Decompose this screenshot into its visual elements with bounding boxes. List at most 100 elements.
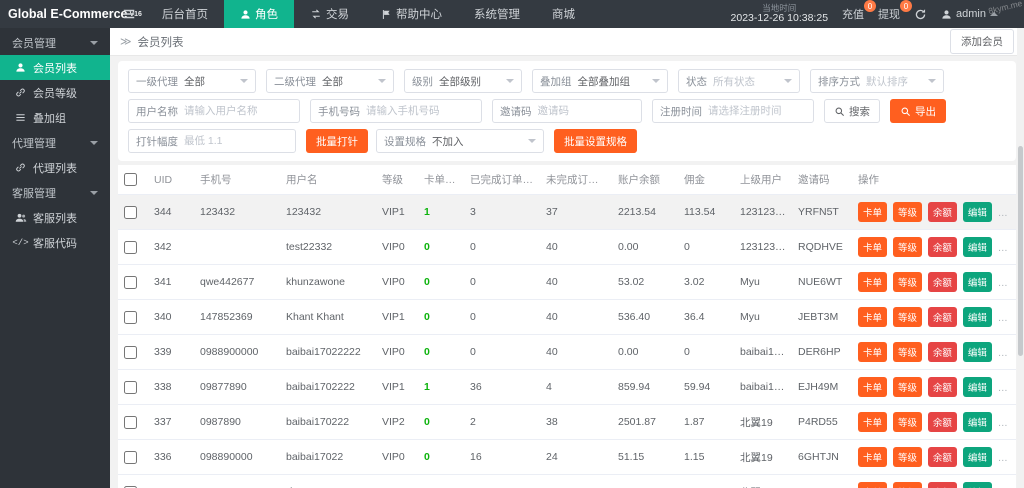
scrollbar[interactable] (1017, 28, 1024, 488)
cell-balance: 2501.87 (612, 404, 678, 440)
rule-select[interactable]: 设置规格 不加入 (376, 129, 544, 153)
sidebar-item-support-list[interactable]: 客服列表 (0, 205, 110, 230)
row-checkbox[interactable] (124, 450, 137, 464)
select-all-checkbox[interactable] (124, 173, 137, 186)
balance-button[interactable]: 余额 (927, 412, 957, 432)
nav-item-mall[interactable]: 商城 (552, 9, 575, 21)
filter-status[interactable]: 状态 所有状态 (678, 69, 800, 93)
row-checkbox[interactable] (124, 345, 137, 359)
menu-toggle-icon[interactable] (112, 0, 146, 28)
level-button[interactable]: 等级 (892, 342, 922, 362)
more-actions[interactable]: … (997, 313, 1008, 324)
card-order-button[interactable]: 卡单 (858, 342, 888, 362)
sidebar-group-agents[interactable]: 代理管理 (0, 130, 110, 155)
export-button[interactable]: 导出 (890, 99, 946, 123)
balance-button[interactable]: 余额 (927, 202, 957, 222)
withdraw-link[interactable]: 提现 0 (878, 0, 913, 22)
nav-item-help-center[interactable]: 帮助中心 (365, 0, 458, 28)
edit-button[interactable]: 编辑 (962, 482, 992, 488)
level-button[interactable]: 等级 (892, 202, 922, 222)
injection-range-input[interactable] (184, 135, 288, 147)
nav-item-system[interactable]: 系统管理 (474, 9, 520, 21)
row-checkbox[interactable] (124, 485, 137, 488)
edit-button[interactable]: 编辑 (962, 412, 992, 432)
edit-button[interactable]: 编辑 (962, 447, 992, 467)
edit-button[interactable]: 编辑 (962, 272, 992, 292)
balance-button[interactable]: 余额 (927, 482, 957, 488)
sidebar-item-member-list[interactable]: 会员列表 (0, 55, 110, 80)
card-order-button[interactable]: 卡单 (858, 482, 888, 488)
filter-agent-level2[interactable]: 二级代理 全部 (266, 69, 394, 93)
phone-input[interactable] (366, 105, 474, 117)
more-actions[interactable]: … (997, 278, 1008, 289)
edit-button[interactable]: 编辑 (962, 307, 992, 327)
username-input[interactable] (184, 105, 292, 117)
level-button[interactable]: 等级 (892, 237, 922, 257)
balance-button[interactable]: 余额 (927, 447, 957, 467)
row-checkbox[interactable] (124, 205, 137, 219)
scrollbar-thumb[interactable] (1018, 146, 1023, 356)
balance-button[interactable]: 余额 (927, 307, 957, 327)
sidebar-item-support-code[interactable]: </> 客服代码 (12, 237, 77, 250)
balance-button[interactable]: 余额 (927, 272, 957, 292)
card-order-button[interactable]: 卡单 (858, 412, 888, 432)
add-member-button[interactable]: 添加会员 (950, 29, 1014, 54)
edit-button[interactable]: 编辑 (962, 202, 992, 222)
card-order-button[interactable]: 卡单 (858, 202, 888, 222)
edit-button[interactable]: 编辑 (962, 342, 992, 362)
sidebar-group-members[interactable]: 会员管理 (0, 30, 110, 55)
row-checkbox[interactable] (124, 380, 137, 394)
batch-injection-button[interactable]: 批量打针 (306, 129, 368, 153)
sidebar-group-support[interactable]: 客服管理 (0, 180, 110, 205)
edit-button[interactable]: 编辑 (962, 377, 992, 397)
search-icon (834, 106, 845, 117)
user-menu[interactable]: admin (941, 8, 998, 20)
card-order-button[interactable]: 卡单 (858, 307, 888, 327)
more-actions[interactable]: … (997, 208, 1008, 219)
invite-code-input[interactable] (537, 105, 634, 117)
balance-button[interactable]: 余额 (927, 377, 957, 397)
level-button[interactable]: 等级 (892, 377, 922, 397)
filter-stack-group[interactable]: 叠加组 全部叠加组 (532, 69, 668, 93)
recharge-link[interactable]: 充值 0 (842, 0, 877, 22)
more-actions[interactable]: … (997, 383, 1008, 394)
level-button[interactable]: 等级 (892, 272, 922, 292)
level-button[interactable]: 等级 (892, 412, 922, 432)
refresh-icon[interactable] (914, 8, 927, 21)
row-checkbox[interactable] (124, 275, 137, 289)
filter-username-group: 用户名称 (128, 99, 300, 123)
sidebar-item-member-level[interactable]: 会员等级 (0, 80, 110, 105)
batch-rule-button[interactable]: 批量设置规格 (554, 129, 637, 153)
row-checkbox[interactable] (124, 415, 137, 429)
card-order-button[interactable]: 卡单 (858, 272, 888, 292)
more-actions[interactable]: … (997, 418, 1008, 429)
nav-item-roles[interactable]: 角色 (224, 0, 294, 28)
level-button[interactable]: 等级 (892, 482, 922, 488)
register-time-input[interactable] (708, 105, 806, 117)
cell-balance: 0.00 (612, 334, 678, 370)
balance-button[interactable]: 余额 (927, 237, 957, 257)
level-button[interactable]: 等级 (892, 307, 922, 327)
card-order-button[interactable]: 卡单 (858, 377, 888, 397)
cell-uncompleted-orders: 38 (540, 404, 612, 440)
level-button[interactable]: 等级 (892, 447, 922, 467)
more-actions[interactable]: … (997, 453, 1008, 464)
cell-balance: 51.15 (612, 439, 678, 475)
card-order-button[interactable]: 卡单 (858, 447, 888, 467)
sidebar-item-agent-list[interactable]: 代理列表 (0, 155, 110, 180)
card-order-button[interactable]: 卡单 (858, 237, 888, 257)
balance-button[interactable]: 余额 (927, 342, 957, 362)
edit-button[interactable]: 编辑 (962, 237, 992, 257)
search-button[interactable]: 搜索 (824, 99, 880, 123)
row-checkbox[interactable] (124, 240, 137, 254)
more-actions[interactable]: … (997, 348, 1008, 359)
nav-item-dashboard[interactable]: 后台首页 (162, 9, 208, 21)
filter-agent-level1[interactable]: 一级代理 全部 (128, 69, 256, 93)
more-actions[interactable]: … (997, 243, 1008, 254)
filter-sort[interactable]: 排序方式 默认排序 (810, 69, 944, 93)
chevron-up-icon (990, 12, 998, 16)
sidebar-item-stack-group[interactable]: 叠加组 (0, 105, 110, 130)
row-checkbox[interactable] (124, 310, 137, 324)
nav-item-transactions[interactable]: 交易 (294, 0, 365, 28)
filter-level[interactable]: 级别 全部级别 (404, 69, 522, 93)
